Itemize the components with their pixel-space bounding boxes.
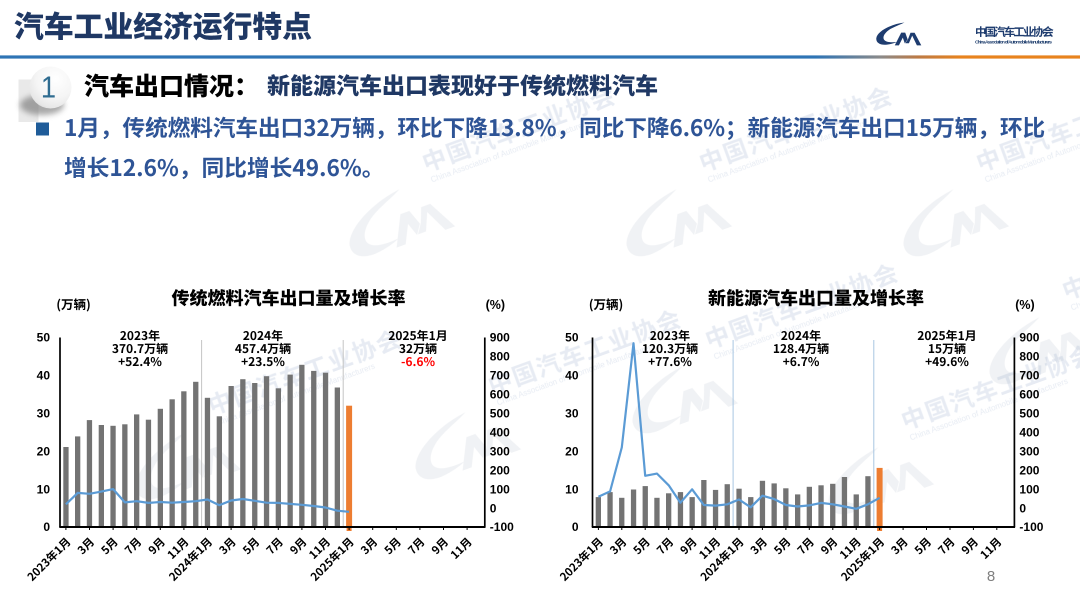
- svg-text:40: 40: [565, 369, 579, 383]
- svg-text:50: 50: [565, 331, 579, 345]
- svg-text:900: 900: [1019, 331, 1039, 345]
- svg-text:200: 200: [490, 463, 510, 477]
- svg-text:-100: -100: [1019, 520, 1043, 534]
- svg-text:100: 100: [1019, 482, 1039, 496]
- svg-text:40: 40: [37, 369, 51, 383]
- svg-text:1: 1: [41, 71, 56, 105]
- svg-text:700: 700: [1019, 369, 1039, 383]
- svg-text:300: 300: [1019, 444, 1039, 458]
- svg-text:600: 600: [1019, 388, 1039, 402]
- svg-text:100: 100: [490, 482, 510, 496]
- svg-text:20: 20: [565, 444, 579, 458]
- svg-text:500: 500: [490, 407, 510, 421]
- svg-text:20: 20: [37, 444, 51, 458]
- svg-text:0: 0: [1019, 501, 1026, 515]
- svg-text:(%): (%): [1015, 298, 1034, 312]
- svg-text:0: 0: [490, 501, 497, 515]
- svg-text:50: 50: [37, 331, 51, 345]
- svg-text:0: 0: [572, 520, 579, 534]
- svg-text:900: 900: [490, 331, 510, 345]
- svg-text:700: 700: [490, 369, 510, 383]
- svg-text:200: 200: [1019, 463, 1039, 477]
- svg-text:800: 800: [1019, 350, 1039, 364]
- svg-text:10: 10: [565, 482, 579, 496]
- svg-text:400: 400: [490, 425, 510, 439]
- svg-text:500: 500: [1019, 407, 1039, 421]
- svg-text:China Association of Automobil: China Association of Automobile Manufact…: [975, 40, 1052, 46]
- svg-text:30: 30: [565, 407, 579, 421]
- svg-text:-100: -100: [490, 520, 514, 534]
- svg-text:0: 0: [43, 520, 50, 534]
- svg-text:400: 400: [1019, 425, 1039, 439]
- svg-text:600: 600: [490, 388, 510, 402]
- svg-text:300: 300: [490, 444, 510, 458]
- svg-text:800: 800: [490, 350, 510, 364]
- svg-text:(%): (%): [486, 298, 505, 312]
- svg-text:10: 10: [37, 482, 51, 496]
- svg-text:30: 30: [37, 407, 51, 421]
- svg-text:8: 8: [987, 568, 995, 585]
